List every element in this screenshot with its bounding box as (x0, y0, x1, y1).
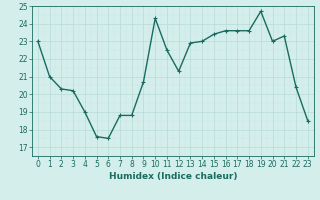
X-axis label: Humidex (Indice chaleur): Humidex (Indice chaleur) (108, 172, 237, 181)
